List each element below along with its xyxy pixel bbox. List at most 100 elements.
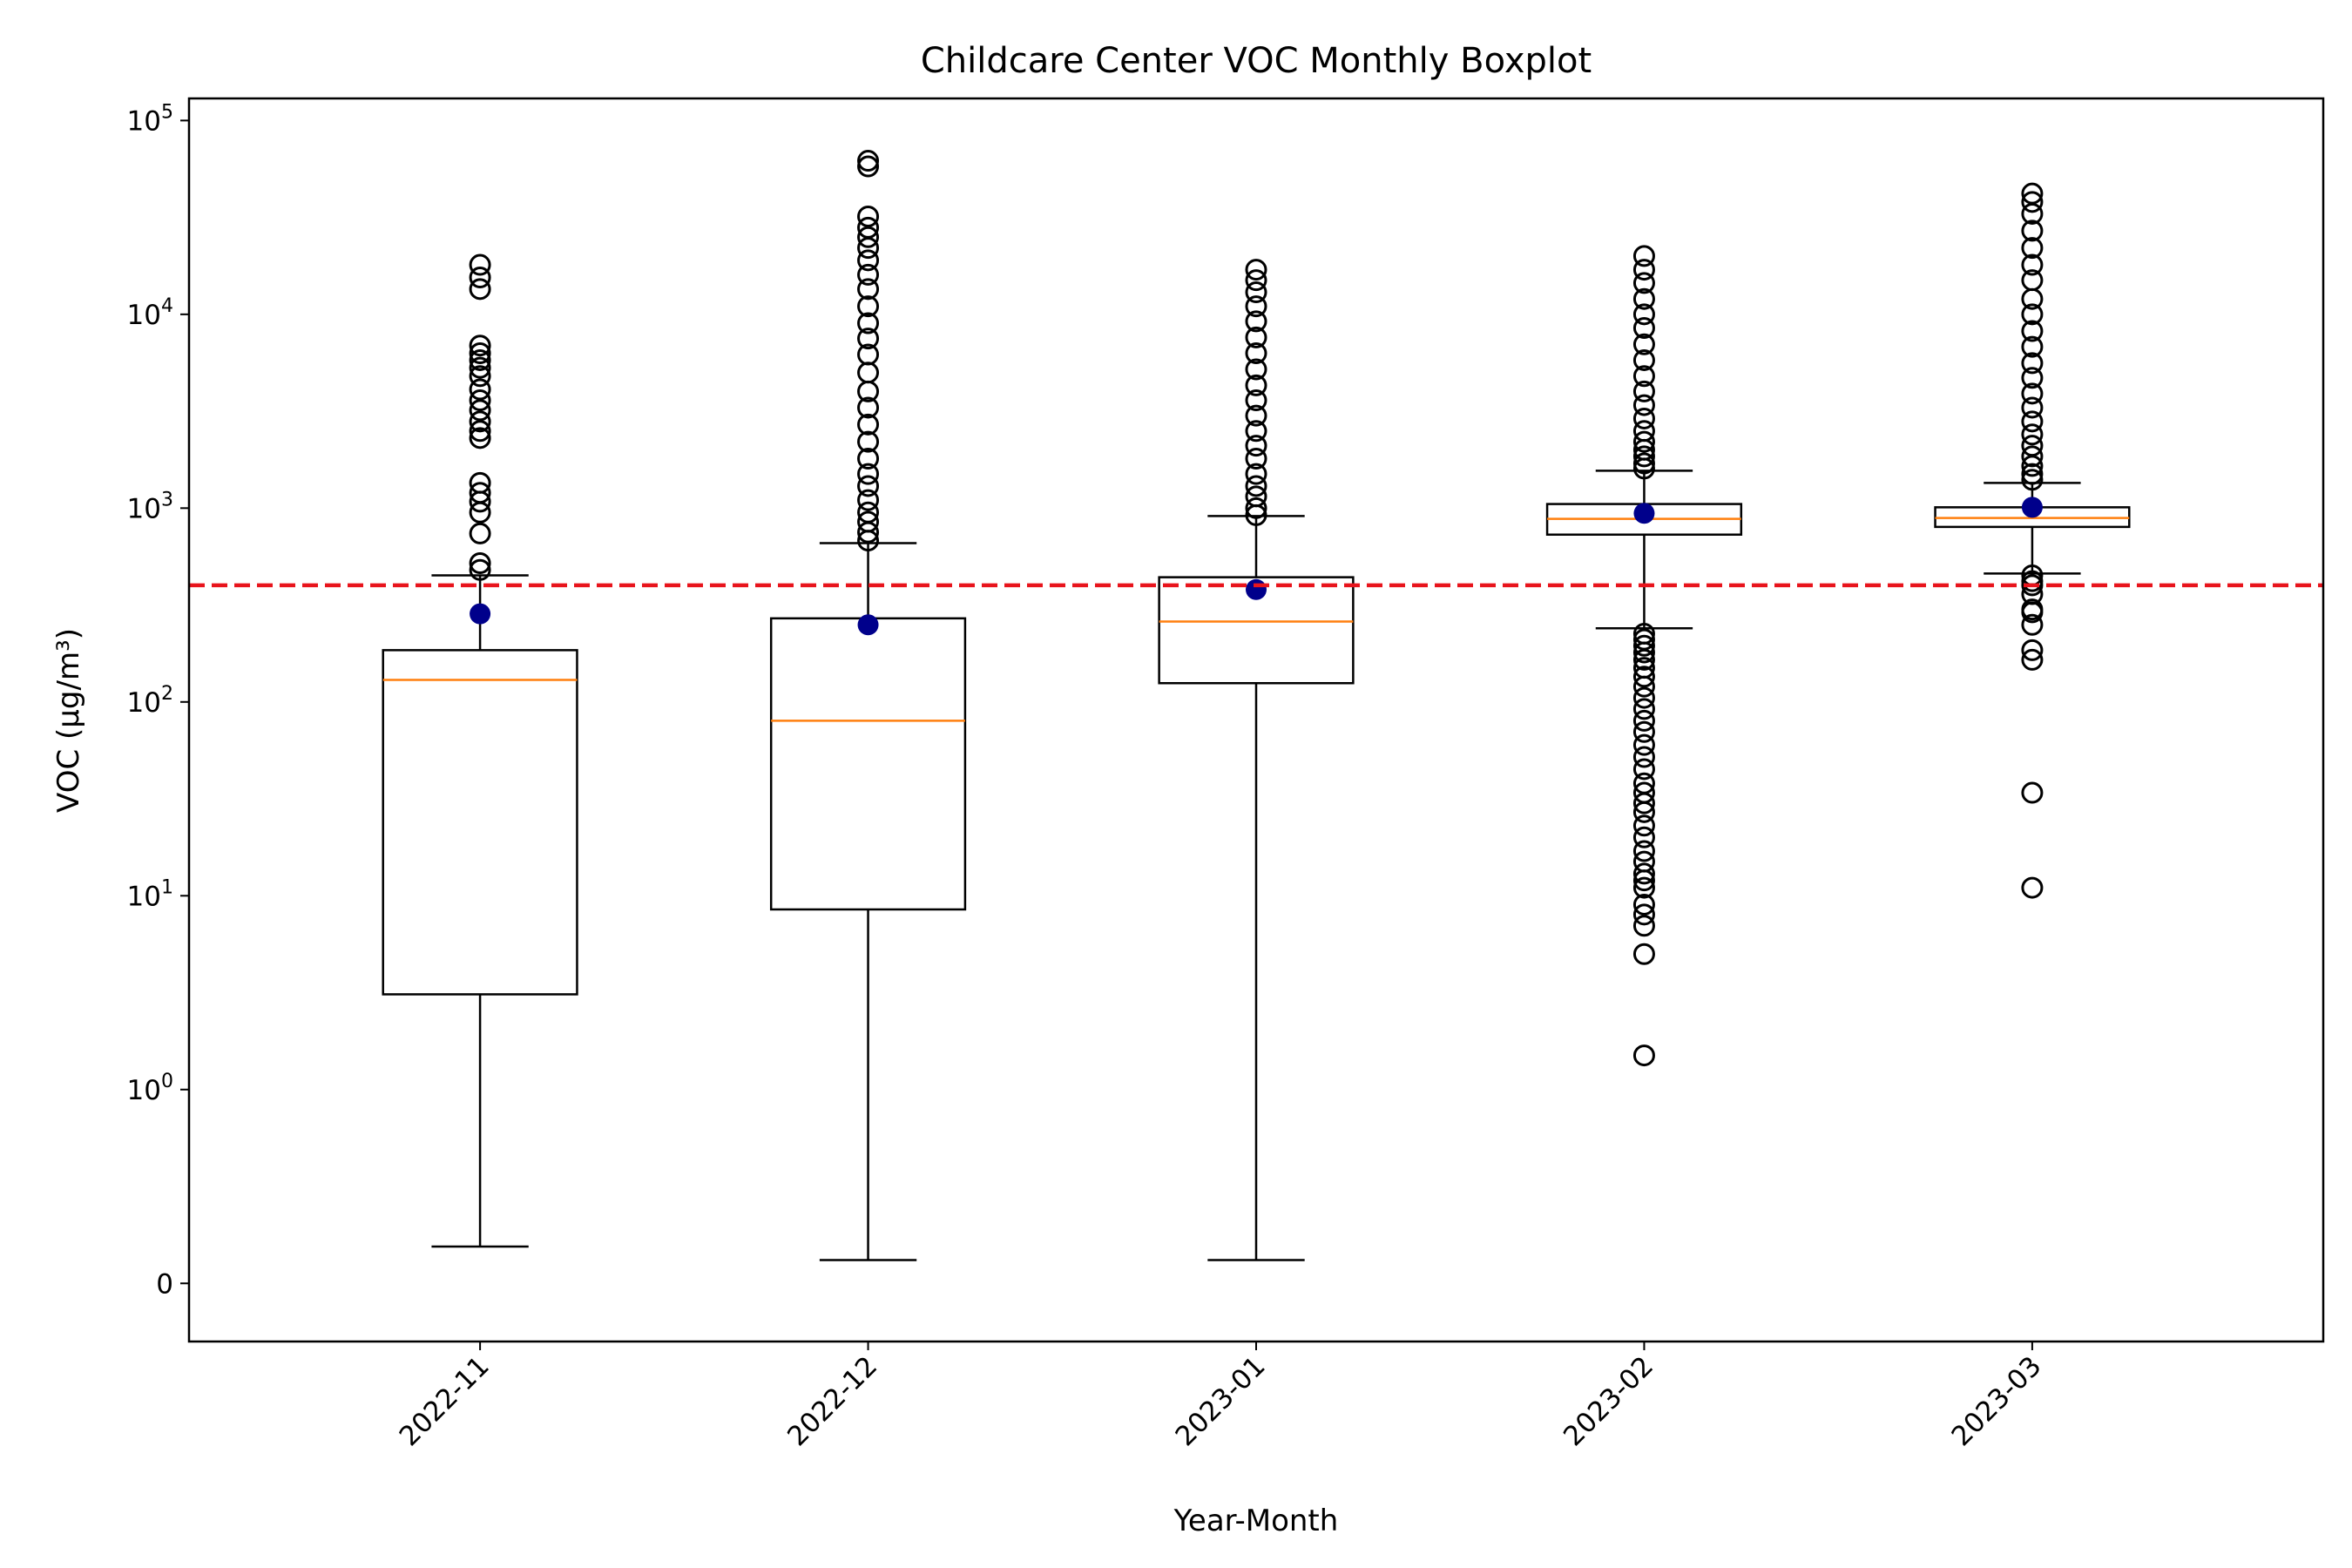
outlier-point <box>469 558 491 581</box>
outlier-point <box>1245 475 1267 497</box>
mean-marker <box>1246 578 1267 600</box>
outlier-point <box>2021 435 2044 457</box>
outlier-point <box>469 399 491 422</box>
mean-marker <box>470 603 491 625</box>
outlier-point <box>2021 423 2044 446</box>
outlier-point <box>857 489 880 511</box>
box-2022-11 <box>382 253 578 1248</box>
outlier-point <box>857 295 880 318</box>
outlier-point <box>2021 463 2044 485</box>
outlier-point <box>857 396 880 419</box>
outlier-point <box>1245 358 1267 381</box>
outlier-point <box>1632 259 1655 281</box>
outlier-point <box>469 482 491 504</box>
mean-marker <box>2021 497 2043 518</box>
outlier-point <box>1632 850 1655 873</box>
outlier-point <box>1245 420 1267 443</box>
outlier-point <box>857 510 880 533</box>
outlier-point <box>2021 598 2044 621</box>
outlier-point <box>1632 840 1655 862</box>
outlier-point <box>1632 303 1655 326</box>
outlier-point <box>469 365 491 388</box>
outlier-point <box>1245 269 1267 292</box>
outlier-point <box>2021 781 2044 804</box>
mean-marker <box>857 614 879 636</box>
outlier-point <box>1632 272 1655 294</box>
outlier-point <box>857 312 880 335</box>
outlier-point <box>1245 404 1267 427</box>
outlier-point <box>857 216 880 239</box>
outlier-point <box>469 348 491 371</box>
outlier-point <box>2021 237 2044 260</box>
outlier-point <box>2021 335 2044 358</box>
outlier-point <box>469 335 491 357</box>
outlier-point <box>1632 430 1655 453</box>
x-tick-label: 2023-01 <box>1170 1350 1272 1452</box>
outlier-point <box>1632 380 1655 402</box>
outlier-point <box>2021 876 2044 899</box>
y-tick-label: 0 <box>156 1268 173 1300</box>
outlier-point <box>857 150 880 172</box>
outlier-point <box>857 430 880 453</box>
outlier-point <box>469 410 491 433</box>
outlier-point <box>1245 341 1267 364</box>
outlier-point <box>1632 781 1655 804</box>
outlier-point <box>1245 374 1267 396</box>
outlier-point <box>1632 666 1655 688</box>
outlier-point <box>1245 448 1267 470</box>
mean-marker <box>1633 503 1655 524</box>
outlier-point <box>469 341 491 364</box>
outlier-point <box>1245 463 1267 485</box>
outlier-point <box>857 413 880 436</box>
box-2022-12 <box>769 150 967 1261</box>
outlier-point <box>1632 746 1655 768</box>
outlier-point <box>469 552 491 575</box>
outlier-point <box>1632 876 1655 899</box>
x-tick-label: 2023-03 <box>1946 1350 2048 1452</box>
y-tick-label: 105 <box>127 101 173 137</box>
outlier-point <box>1632 628 1655 651</box>
outlier-point <box>1245 485 1267 508</box>
outlier-point <box>2021 410 2044 433</box>
box-2023-03 <box>1934 182 2131 899</box>
outlier-point <box>1632 622 1655 645</box>
outlier-point <box>857 205 880 227</box>
outlier-point <box>1632 657 1655 679</box>
outlier-point <box>1632 407 1655 429</box>
outlier-point <box>2021 320 2044 342</box>
outlier-point <box>2021 648 2044 671</box>
outlier-point <box>1632 903 1655 926</box>
outlier-point <box>857 475 880 497</box>
outlier-point <box>1632 1044 1655 1067</box>
outlier-point <box>2021 396 2044 419</box>
outlier-point <box>2021 352 2044 375</box>
outlier-point <box>469 253 491 276</box>
iqr-box <box>769 617 967 911</box>
x-axis: 2022-11 2022-12 2023-01 2023-02 2023-03 <box>394 1342 2048 1452</box>
outlier-point <box>1632 452 1655 475</box>
outlier-point <box>469 522 491 544</box>
x-tick-label: 2022-12 <box>781 1350 883 1452</box>
outlier-point <box>1632 348 1655 371</box>
outlier-point <box>1632 772 1655 794</box>
y-tick-label: 103 <box>127 489 173 524</box>
outlier-point <box>1632 317 1655 340</box>
outlier-point <box>1632 814 1655 837</box>
outlier-point <box>1632 634 1655 657</box>
outlier-point <box>1245 310 1267 333</box>
outlier-point <box>1632 943 1655 965</box>
outlier-point <box>1632 826 1655 848</box>
outlier-point <box>857 343 880 366</box>
x-axis-label: Year-Month <box>1173 1504 1339 1538</box>
iqr-box <box>382 649 578 996</box>
outlier-point <box>1632 445 1655 468</box>
outlier-point <box>2021 639 2044 661</box>
outlier-point <box>857 263 880 286</box>
outlier-point <box>1632 893 1655 916</box>
outlier-point <box>1245 326 1267 348</box>
outlier-point <box>1245 435 1267 457</box>
outlier-point <box>2021 303 2044 326</box>
outlier-point <box>1245 280 1267 303</box>
outlier-point <box>1245 497 1267 519</box>
outlier-point <box>2021 253 2044 276</box>
